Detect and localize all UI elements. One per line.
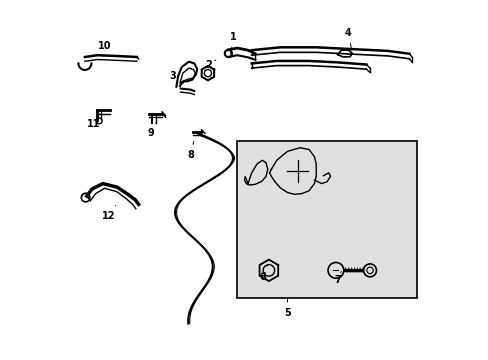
Circle shape <box>327 262 343 278</box>
Text: 5: 5 <box>284 299 290 318</box>
Text: 8: 8 <box>187 141 194 160</box>
Text: 9: 9 <box>147 121 156 138</box>
FancyBboxPatch shape <box>237 140 416 298</box>
Text: 2: 2 <box>205 60 215 70</box>
Text: 12: 12 <box>102 206 115 221</box>
Circle shape <box>363 264 376 277</box>
Text: 4: 4 <box>345 28 351 50</box>
Text: 3: 3 <box>169 71 183 83</box>
Text: 6: 6 <box>259 264 267 282</box>
Text: 11: 11 <box>87 114 101 129</box>
Text: 1: 1 <box>230 32 237 54</box>
Text: 10: 10 <box>98 41 111 56</box>
Text: 7: 7 <box>334 271 341 285</box>
